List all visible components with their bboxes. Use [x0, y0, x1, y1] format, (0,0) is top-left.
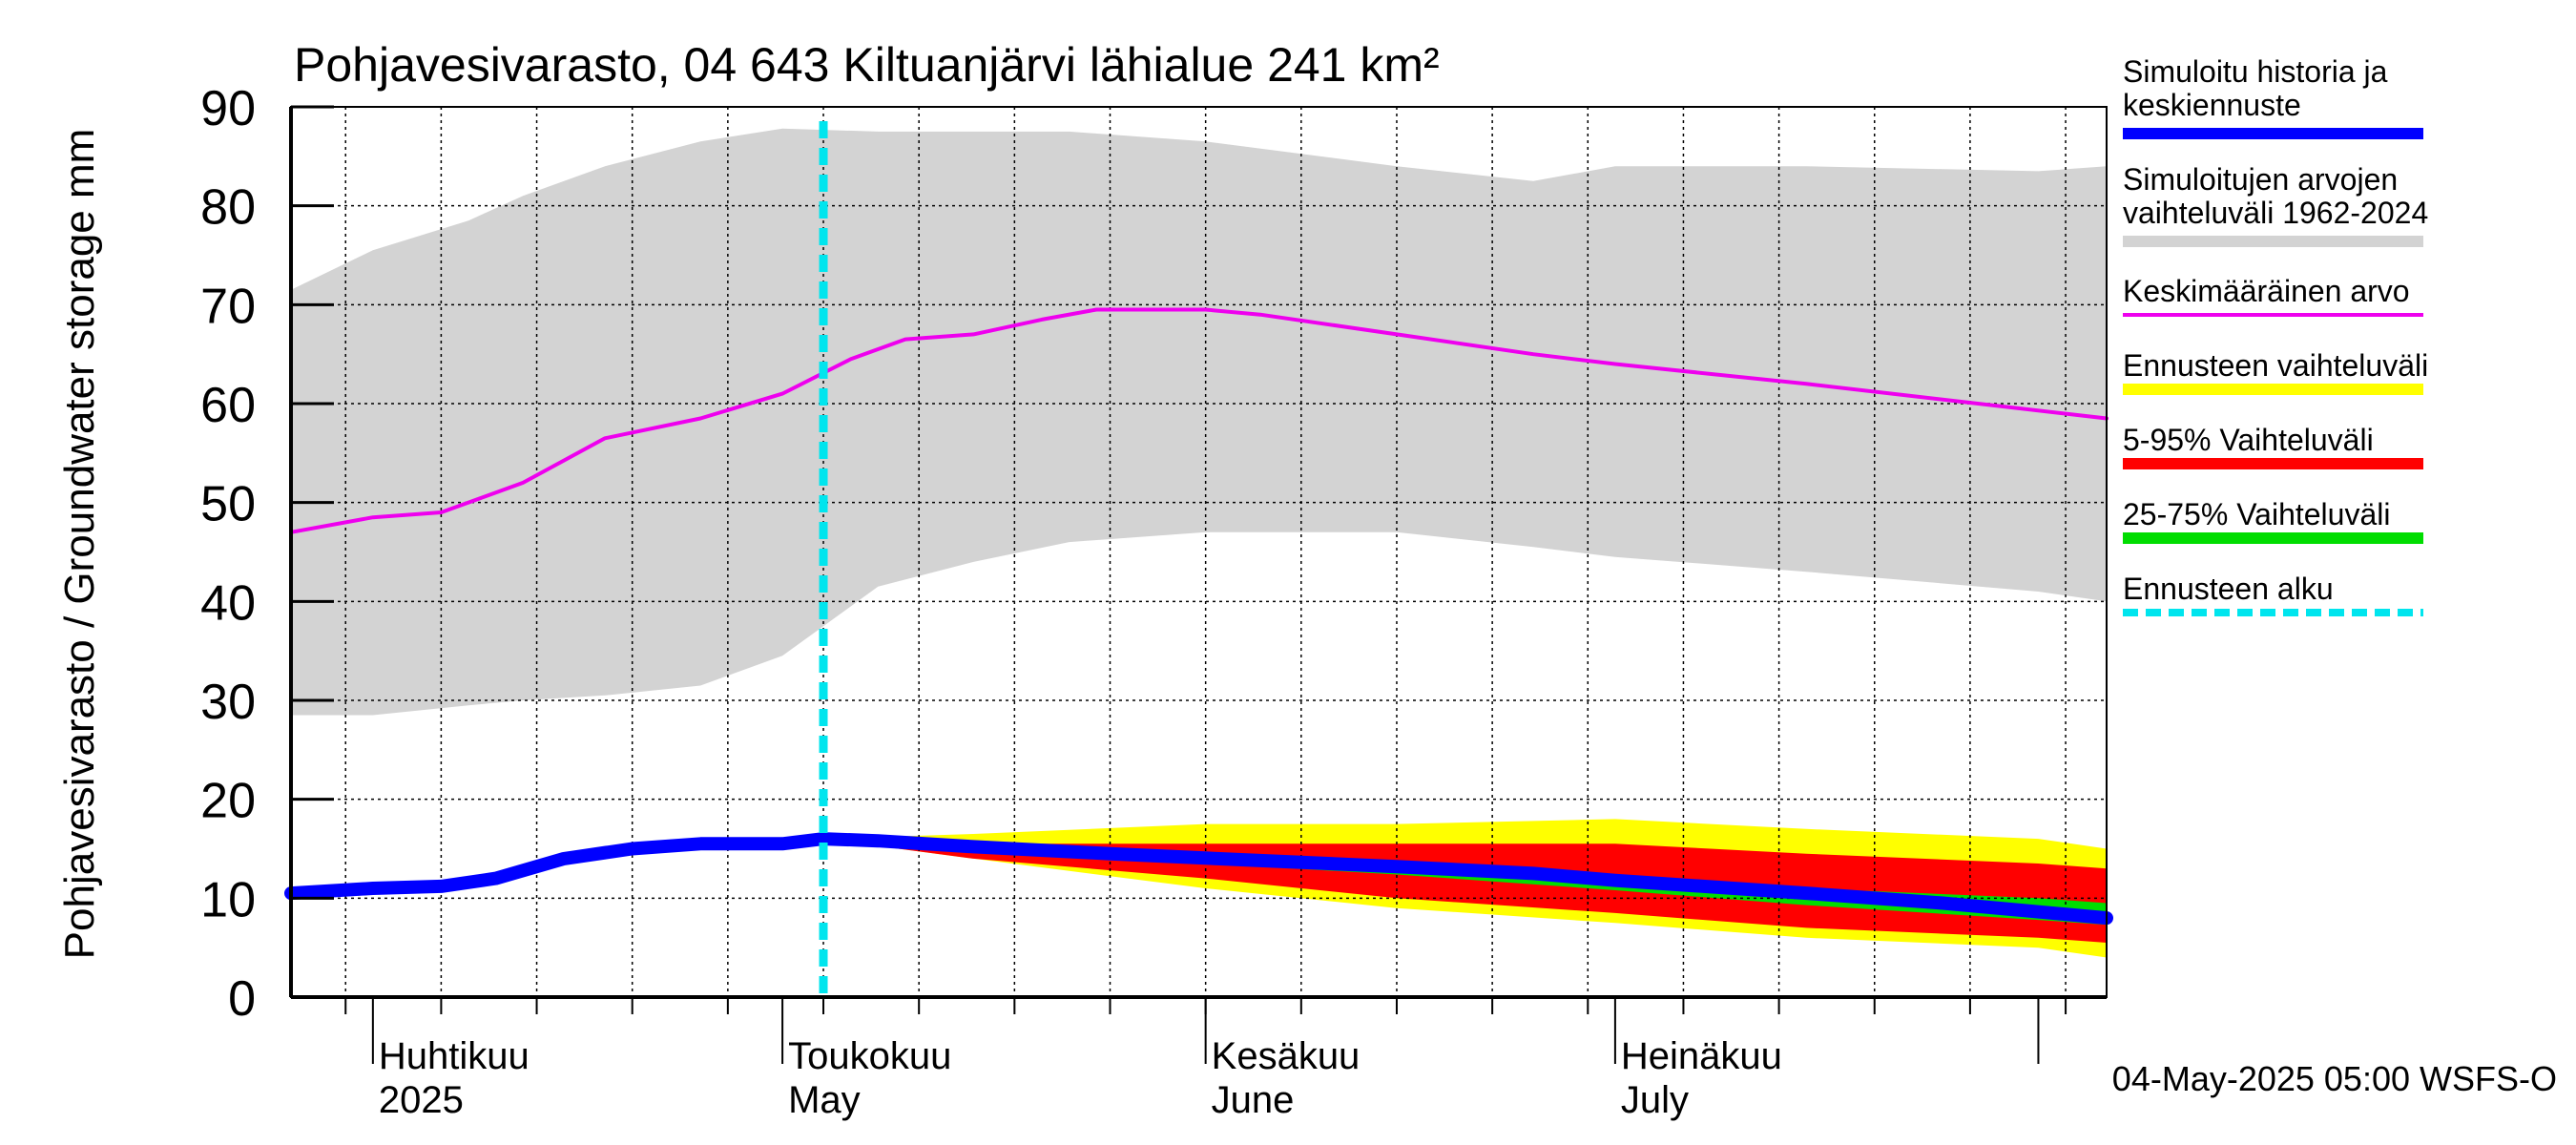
legend-label: vaihteluväli 1962-2024	[2123, 196, 2428, 230]
band-layer	[291, 128, 2107, 958]
month-label-fi: Huhtikuu	[379, 1035, 530, 1077]
band-3	[823, 839, 2107, 926]
band-0	[291, 128, 2107, 716]
legend-label: Simuloitujen arvojen	[2123, 162, 2398, 197]
legend-label: keskiennuste	[2123, 88, 2301, 122]
series-line-1	[284, 832, 2113, 926]
month-label-fi: Toukokuu	[788, 1035, 951, 1077]
y-tick-label: 50	[200, 477, 256, 532]
y-tick-label: 10	[200, 872, 256, 927]
axes-layer	[289, 105, 2108, 1064]
y-tick-label: 90	[200, 81, 256, 136]
y-tick-labels: 0 10 20 30 40 50 60 70 80 90	[200, 81, 256, 1027]
legend-label: 25-75% Vaihteluväli	[2123, 497, 2390, 531]
legend-label: Ennusteen vaihteluväli	[2123, 348, 2428, 383]
y-tick-label: 40	[200, 575, 256, 631]
y-tick-label: 70	[200, 279, 256, 334]
month-label-en: July	[1621, 1079, 1689, 1121]
legend-entry: Ennusteen alku	[2123, 572, 2423, 616]
legend-entry: 5-95% Vaihteluväli	[2123, 423, 2423, 469]
series-line-0	[289, 307, 2109, 534]
y-axis-label: Pohjavesivarasto / Groundwater storage m…	[56, 129, 103, 960]
chart-title: Pohjavesivarasto, 04 643 Kiltuanjärvi lä…	[294, 38, 1440, 92]
y-tick-label: 0	[228, 971, 256, 1027]
legend-label: Simuloitu historia ja	[2123, 54, 2388, 89]
legend: Simuloitu historia jakeskiennusteSimuloi…	[2123, 54, 2428, 616]
month-label-fi: Heinäkuu	[1621, 1035, 1782, 1077]
legend-entry: Ennusteen vaihteluväli	[2123, 348, 2428, 395]
y-tick-label: 20	[200, 774, 256, 829]
month-label-fi: Kesäkuu	[1212, 1035, 1361, 1077]
y-tick-label: 60	[200, 378, 256, 433]
legend-entry: Keskimääräinen arvo	[2123, 274, 2423, 317]
y-tick-label: 80	[200, 180, 256, 236]
legend-label: Keskimääräinen arvo	[2123, 274, 2410, 308]
footer-timestamp: 04-May-2025 05:00 WSFS-O	[2112, 1059, 2557, 1098]
legend-label: 5-95% Vaihteluväli	[2123, 423, 2374, 457]
band-2	[823, 839, 2107, 943]
legend-label: Ennusteen alku	[2123, 572, 2334, 606]
month-label-en: June	[1212, 1079, 1295, 1121]
y-tick-label: 30	[200, 675, 256, 730]
line-layer	[284, 121, 2113, 997]
month-label-en: 2025	[379, 1079, 464, 1121]
legend-entry: 25-75% Vaihteluväli	[2123, 497, 2423, 544]
plot-area	[284, 105, 2113, 1064]
month-label-en: May	[788, 1079, 861, 1121]
